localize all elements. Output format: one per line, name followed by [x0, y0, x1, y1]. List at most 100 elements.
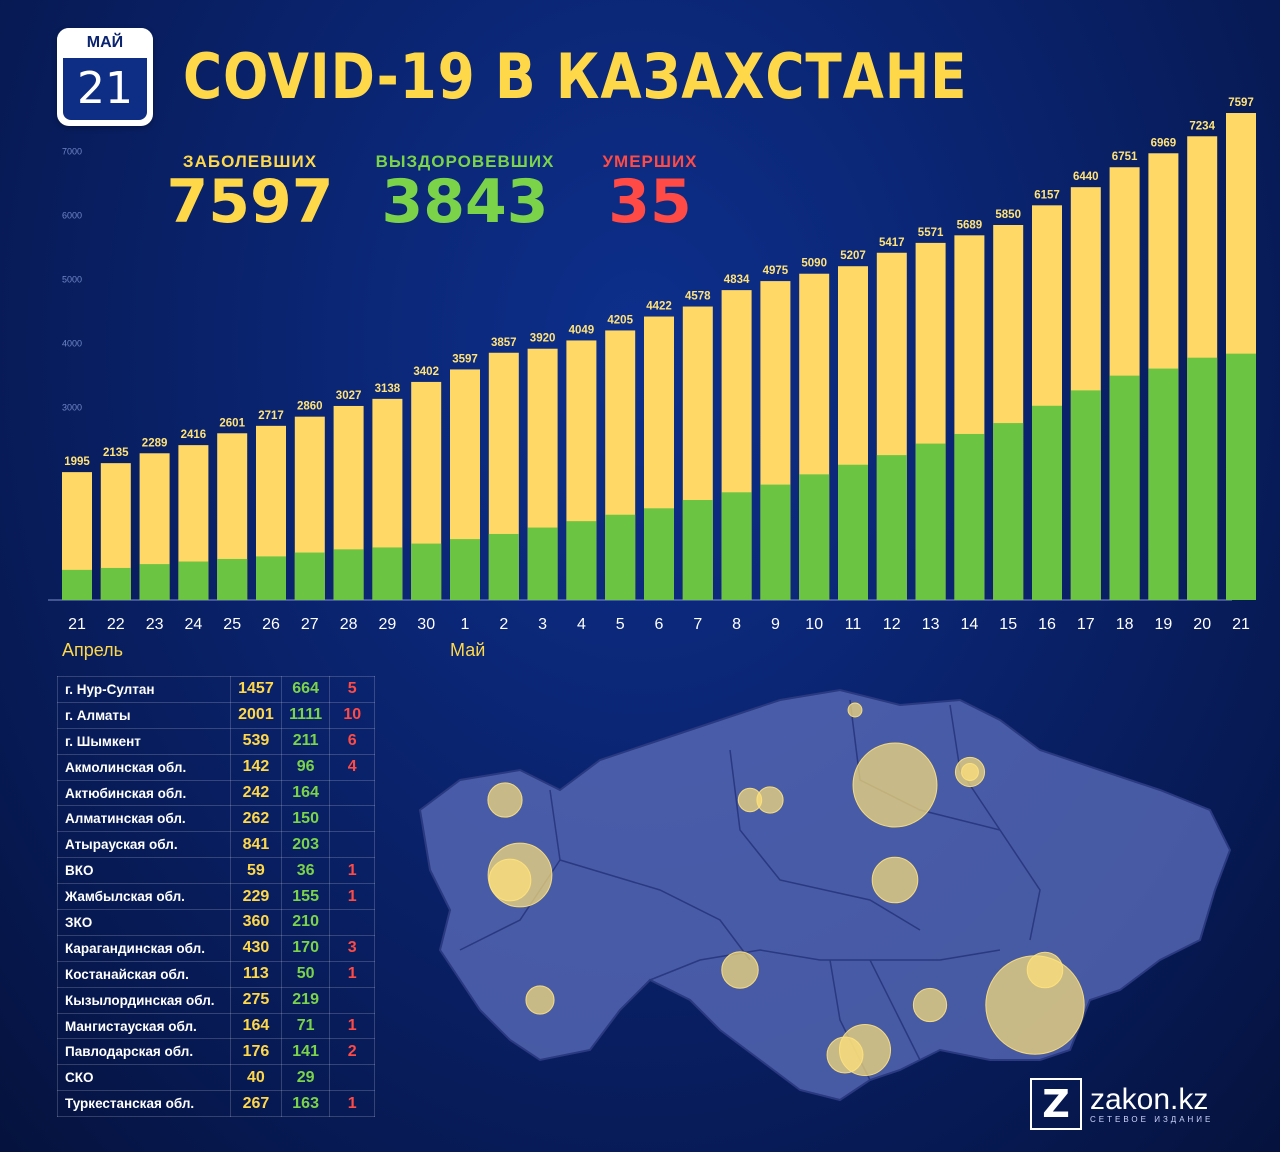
cell-recovered: 141	[280, 1038, 331, 1066]
region-name: ВКО	[56, 857, 232, 885]
bar-value-label: 2860	[297, 401, 323, 413]
table-row: Мангистауская обл. 164 71 1	[56, 1012, 375, 1040]
cell-cases: 262	[230, 805, 282, 833]
table-row: г. Шымкент 539 211 6	[56, 727, 375, 755]
x-tick-label: 25	[223, 616, 241, 633]
x-tick-label: 29	[379, 616, 397, 633]
map-bubble	[912, 987, 948, 1023]
region-border	[729, 749, 921, 931]
x-tick-label: 24	[185, 616, 203, 633]
bar-recovered	[411, 543, 442, 600]
x-tick-label: 10	[805, 616, 823, 633]
region-name: Павлодарская обл.	[56, 1038, 232, 1066]
z-logo-icon: Z	[1030, 1078, 1082, 1130]
bar-recovered	[256, 556, 286, 600]
table-row: г. Нур-Султан 1457 664 5	[56, 676, 375, 703]
cell-deaths: 1	[329, 960, 375, 988]
x-tick-label: 21	[1232, 616, 1250, 633]
x-tick-label: 17	[1077, 616, 1095, 633]
x-tick-label: 5	[616, 616, 625, 633]
bar-value-label: 3402	[413, 366, 439, 378]
stat-recovered: ВЫЗДОРОВЕВШИХ 3843	[372, 152, 558, 232]
bar-value-label: 3027	[336, 390, 362, 402]
cell-cases: 360	[230, 909, 282, 936]
bar-recovered	[1148, 368, 1179, 600]
map-bubble	[852, 742, 938, 828]
map-bubble	[871, 856, 919, 904]
x-tick-label: 27	[301, 616, 319, 633]
bar-value-label: 4049	[569, 324, 595, 336]
cell-cases: 142	[230, 753, 282, 781]
x-tick-label: 30	[417, 616, 435, 633]
x-tick-label: 18	[1116, 616, 1134, 633]
stat-cases-label: ЗАБОЛЕВШИХ	[182, 152, 318, 171]
bar-recovered	[217, 558, 248, 600]
cell-deaths	[329, 909, 375, 936]
table-row: Кызылординская обл. 275 219	[56, 986, 375, 1014]
cell-recovered: 50	[280, 960, 331, 988]
zakon-logo[interactable]: Z zakon.kz СЕТЕВОЕ ИЗДАНИЕ	[1030, 1078, 1213, 1130]
region-name: г. Шымкент	[56, 727, 232, 755]
y-tick-label: 7000	[62, 146, 82, 156]
cell-recovered: 155	[280, 883, 331, 911]
cell-recovered: 29	[280, 1064, 331, 1092]
x-tick-label: 13	[922, 616, 940, 633]
kazakhstan-map	[418, 688, 1232, 1102]
bar-recovered	[372, 547, 403, 600]
cell-cases: 242	[230, 779, 282, 807]
cell-cases: 59	[230, 857, 282, 885]
table-row: Актюбинская обл. 242 164	[56, 779, 375, 807]
cell-recovered: 211	[280, 727, 331, 755]
map-bubble	[756, 786, 784, 814]
cell-recovered: 203	[280, 831, 331, 859]
table-row: Павлодарская обл. 176 141 2	[56, 1038, 375, 1066]
bar-recovered	[721, 492, 752, 600]
bar-value-label: 5207	[840, 250, 866, 262]
bar-value-label: 4422	[646, 301, 672, 313]
bar-value-label: 5090	[801, 258, 827, 270]
bar-value-label: 5689	[957, 219, 983, 231]
cell-cases: 539	[230, 727, 282, 755]
cell-cases: 2001	[230, 701, 282, 729]
region-border	[869, 959, 921, 1061]
cell-recovered: 36	[280, 857, 331, 885]
region-name: Мангистауская обл.	[56, 1012, 232, 1040]
cell-cases: 430	[230, 934, 282, 962]
cell-deaths: 6	[329, 727, 375, 755]
region-name: Туркестанская обл.	[56, 1090, 232, 1118]
cell-deaths	[329, 831, 375, 859]
bar-value-label: 6751	[1112, 151, 1138, 163]
table-row: СКО 40 29	[56, 1064, 375, 1092]
bar-value-label: 6969	[1151, 137, 1177, 149]
bar-value-label: 7234	[1189, 120, 1215, 132]
regions-table: г. Нур-Султан 1457 664 5 г. Алматы 2001 1111 10…	[56, 676, 375, 1118]
stat-cases: ЗАБОЛЕВШИХ 7597	[160, 152, 340, 232]
table-row: ЗКО 360 210	[56, 909, 375, 936]
bar-recovered	[1187, 357, 1218, 600]
x-tick-label: 1	[461, 616, 470, 633]
cell-deaths: 10	[329, 701, 375, 729]
cell-recovered: 163	[280, 1090, 331, 1118]
page-title: COVID-19 В КАЗАХСТАНЕ	[183, 40, 968, 113]
x-tick-label: 9	[771, 616, 780, 633]
cell-deaths	[329, 779, 375, 807]
region-name: Кызылординская обл.	[56, 986, 232, 1014]
bar-value-label: 2289	[142, 437, 168, 449]
cell-cases: 267	[230, 1090, 282, 1118]
bar-value-label: 2717	[258, 410, 284, 422]
bar-recovered	[1109, 375, 1140, 600]
cell-deaths: 1	[329, 857, 375, 885]
bar-value-label: 5417	[879, 237, 905, 249]
bar-recovered	[333, 549, 364, 600]
y-tick-label: 3000	[62, 403, 82, 413]
calendar-day: 21	[63, 58, 147, 120]
stat-deaths: УМЕРШИХ 35	[590, 152, 710, 232]
bar-value-label: 3138	[375, 383, 401, 395]
bar-recovered	[488, 533, 519, 600]
bar-recovered	[566, 521, 597, 600]
map-bubble	[961, 763, 979, 781]
bar-recovered	[100, 567, 131, 600]
logo-name: zakon.kz	[1090, 1082, 1209, 1116]
bar-value-label: 6157	[1034, 189, 1060, 201]
table-row: Карагандинская обл. 430 170 3	[56, 934, 375, 962]
